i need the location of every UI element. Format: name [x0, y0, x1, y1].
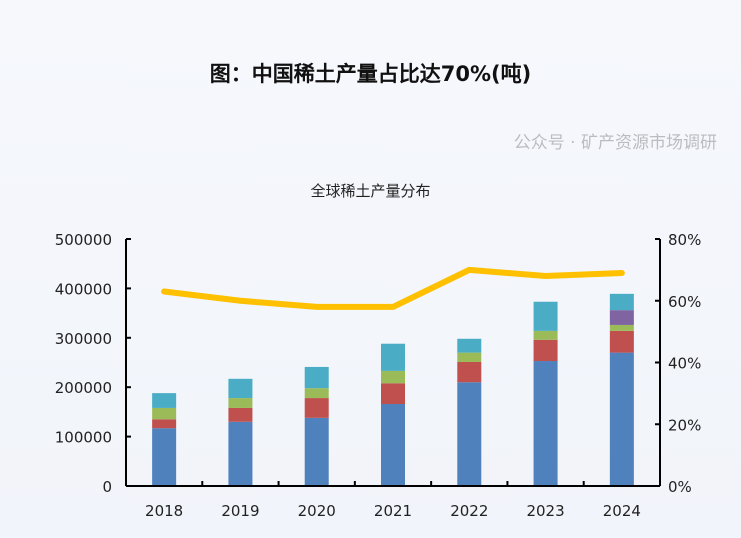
watermark: 公众号 · 矿产资源市场调研 [513, 133, 717, 153]
right-tick-label: 20% [668, 416, 701, 434]
right-tick-label: 40% [668, 355, 701, 373]
bar-series-2-2022 [457, 362, 482, 383]
bar-series-2-2018 [152, 419, 177, 429]
x-tick-label: 2018 [145, 502, 183, 520]
bar-series-2-2024 [609, 330, 634, 353]
x-tick-label: 2023 [526, 502, 564, 520]
bar-series-5-2020 [304, 366, 329, 389]
page-title: 图：中国稀土产量占比达70%(吨) [209, 62, 532, 86]
bar-series-5-2023 [533, 301, 558, 331]
left-tick-label: 200000 [55, 379, 112, 397]
bar-series-3-2021 [381, 370, 405, 384]
left-tick-label: 0 [102, 478, 112, 496]
bar-series-3-2018 [152, 407, 177, 420]
bar-series-1-2019 [228, 421, 253, 486]
x-tick-label: 2021 [374, 502, 412, 520]
right-tick-label: 0% [668, 478, 692, 496]
x-tick-label: 2022 [450, 502, 488, 520]
bar-series-1-2020 [304, 417, 329, 486]
bar-series-2-2021 [381, 383, 405, 404]
bar-series-3-2023 [533, 330, 558, 340]
bar-series-1-2024 [609, 352, 634, 486]
line-china-share [161, 266, 625, 310]
bar-series-1-2021 [381, 403, 405, 486]
bar-series-4-2024 [609, 310, 634, 325]
bar-series-5-2019 [228, 378, 253, 399]
chart-title: 全球稀土产量分布 [310, 182, 431, 200]
bar-series-2-2023 [533, 339, 558, 362]
bar-series-1-2022 [457, 382, 482, 486]
bar-series-2-2020 [304, 398, 329, 418]
bar-series-5-2022 [457, 338, 482, 353]
right-tick-label: 60% [668, 293, 701, 311]
left-tick-label: 300000 [55, 330, 112, 348]
x-tick-label: 2024 [603, 502, 641, 520]
bar-series-3-2019 [228, 398, 253, 408]
bar-series-1-2023 [533, 361, 558, 486]
bar-series-5-2021 [381, 343, 405, 371]
bar-series-5-2018 [152, 393, 177, 408]
bar-series-3-2024 [609, 324, 634, 331]
bar-series-1-2018 [152, 428, 177, 486]
bar-series-3-2020 [304, 388, 329, 399]
left-tick-label: 400000 [55, 280, 112, 298]
left-tick-label: 500000 [55, 231, 112, 249]
x-tick-label: 2019 [221, 502, 259, 520]
right-tick-label: 80% [668, 231, 701, 249]
bar-series-2-2019 [228, 407, 253, 422]
bar-series-5-2024 [609, 293, 634, 311]
left-tick-label: 100000 [55, 429, 112, 447]
bar-series-3-2022 [457, 352, 482, 363]
x-tick-label: 2020 [298, 502, 336, 520]
